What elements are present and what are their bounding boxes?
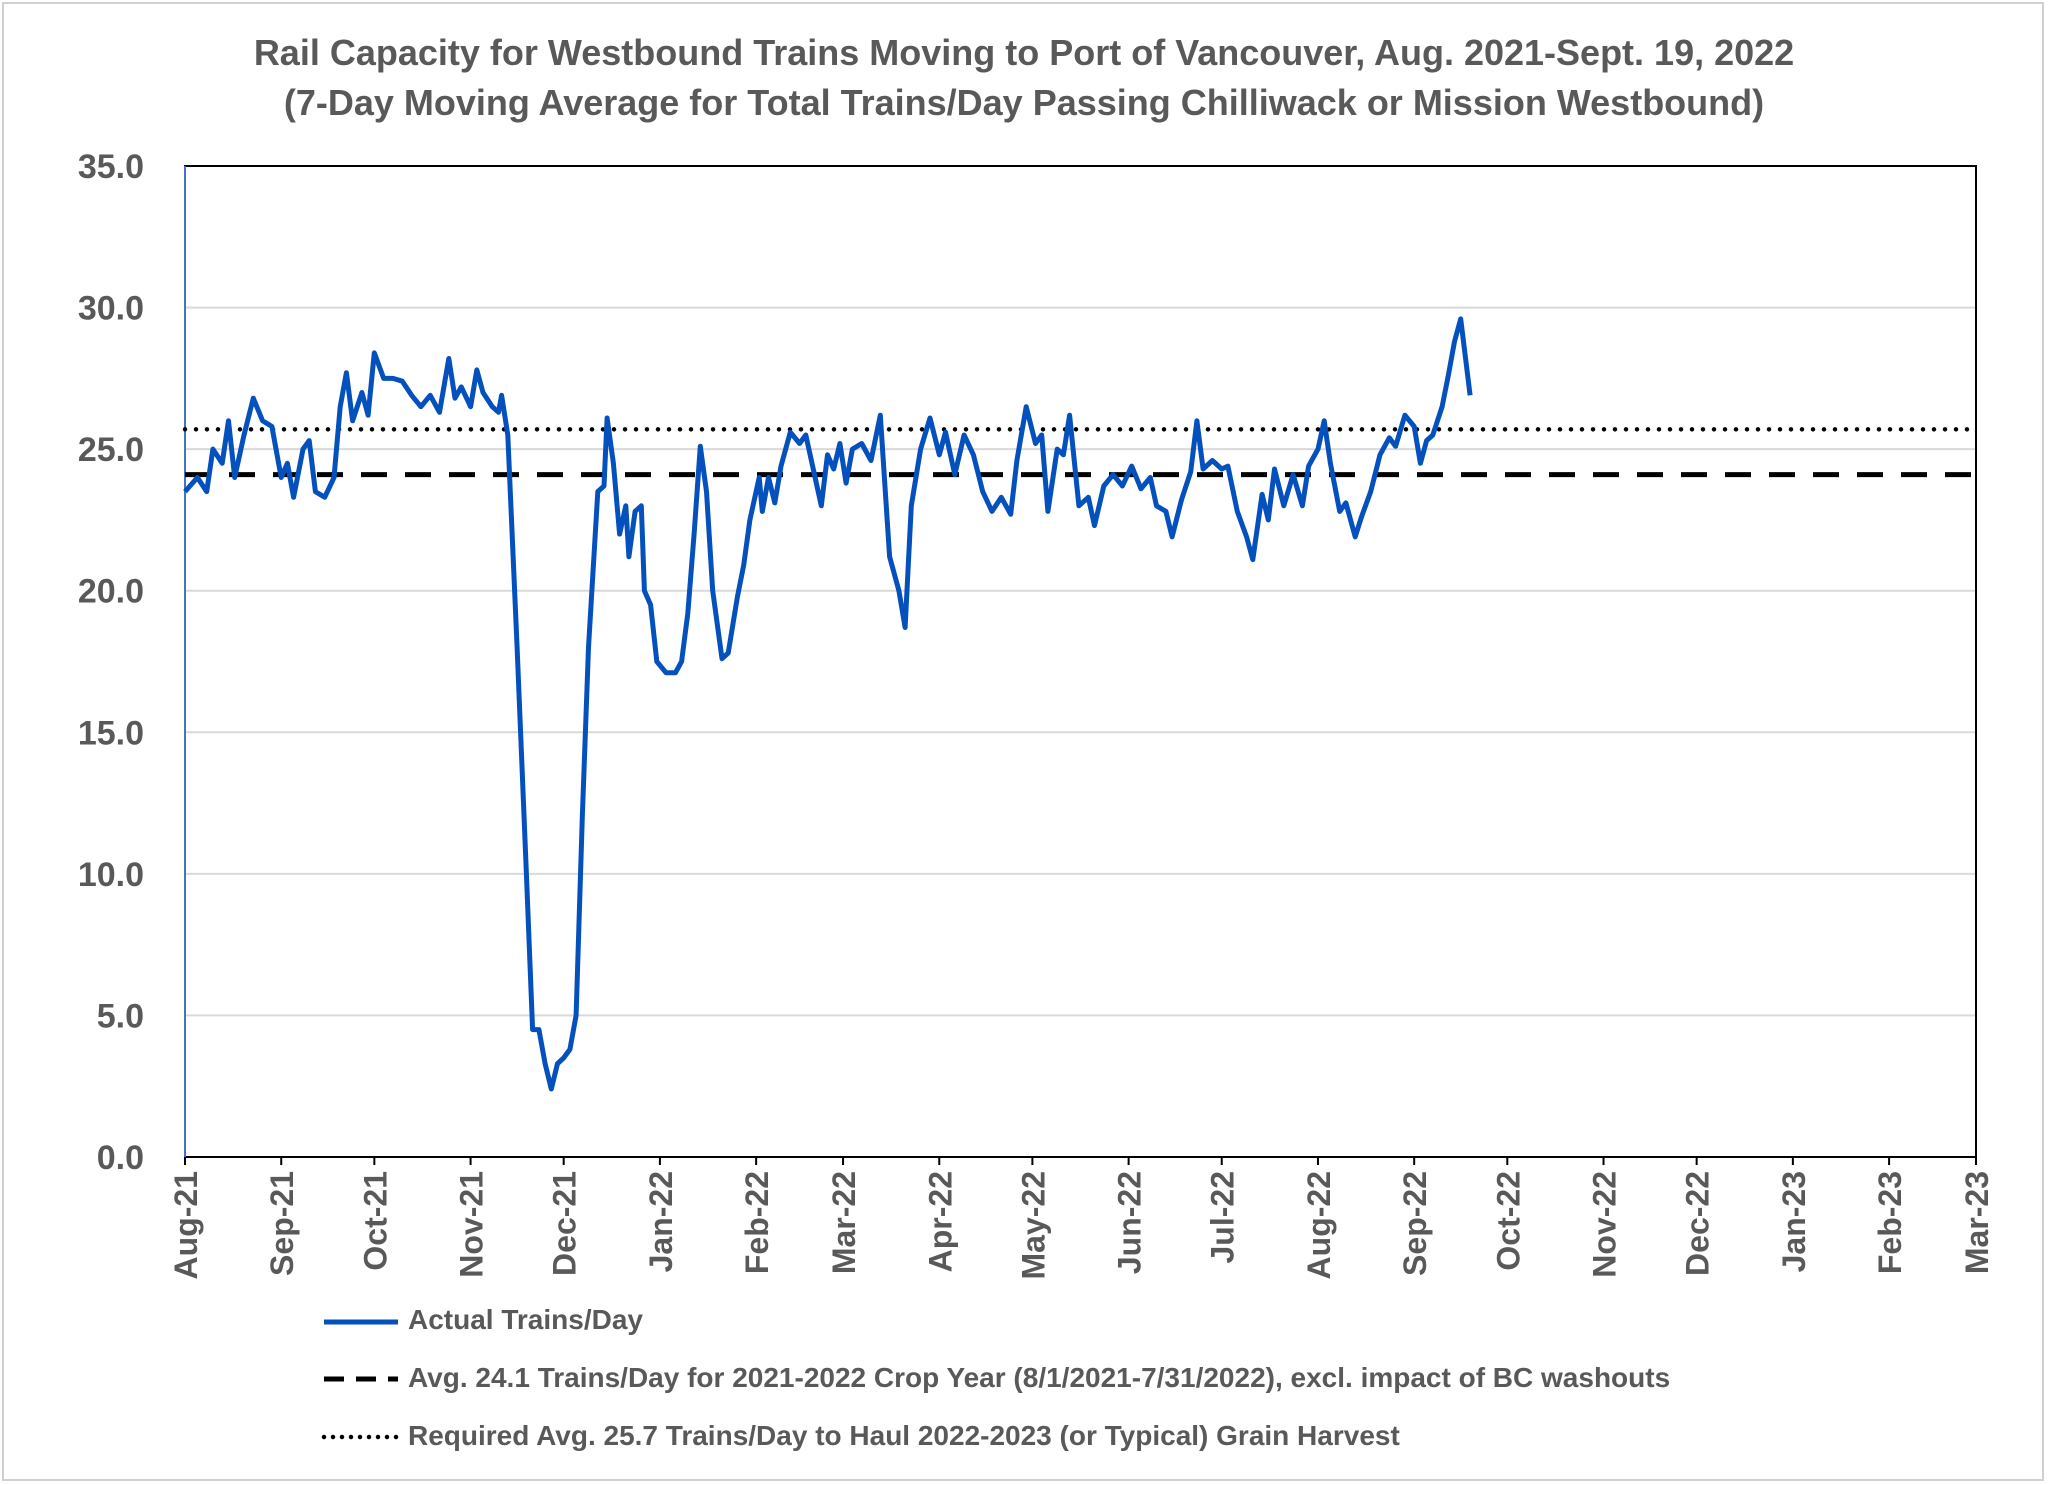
x-tick-label: Jul-22 <box>1205 1171 1241 1263</box>
actual-trains-line <box>183 316 1473 1092</box>
x-tick-label: Feb-22 <box>739 1171 775 1274</box>
x-tick-label: Mar-23 <box>1959 1171 1995 1274</box>
legend-label-required: Required Avg. 25.7 Trains/Day to Haul 20… <box>408 1420 1400 1451</box>
y-tick-label: 25.0 <box>78 431 144 469</box>
x-tick-label: Jan-22 <box>643 1171 679 1272</box>
x-tick-label: Feb-23 <box>1872 1171 1908 1274</box>
x-tick-label: May-22 <box>1015 1171 1051 1280</box>
x-tick-label: Nov-21 <box>454 1171 490 1278</box>
x-tick-label: Aug-22 <box>1301 1171 1337 1279</box>
plot-area-border <box>184 165 1977 1158</box>
y-tick-label: 30.0 <box>78 290 144 328</box>
x-tick-label: Mar-22 <box>826 1171 862 1274</box>
legend-label-avg: Avg. 24.1 Trains/Day for 2021-2022 Crop … <box>408 1362 1671 1393</box>
y-tick-label: 20.0 <box>78 573 144 611</box>
chart-title: Rail Capacity for Westbound Trains Movin… <box>253 32 1795 73</box>
legend-label-actual: Actual Trains/Day <box>408 1304 643 1335</box>
x-tick-label: Sep-22 <box>1397 1171 1433 1276</box>
x-tick-label: Jun-22 <box>1112 1171 1148 1274</box>
x-tick-label: Nov-22 <box>1587 1171 1623 1278</box>
y-tick-label: 0.0 <box>97 1139 144 1177</box>
x-tick-label: Oct-22 <box>1490 1171 1526 1271</box>
y-tick-label: 5.0 <box>97 997 144 1035</box>
y-tick-label: 10.0 <box>78 856 144 894</box>
x-tick-label: Apr-22 <box>922 1171 958 1272</box>
x-tick-label: Sep-21 <box>264 1171 300 1276</box>
y-tick-label: 35.0 <box>78 148 144 186</box>
x-tick-label: Jan-23 <box>1776 1171 1812 1272</box>
chart-subtitle: (7-Day Moving Average for Total Trains/D… <box>283 82 1765 123</box>
x-tick-label: Aug-21 <box>168 1171 204 1279</box>
x-tick-label: Dec-22 <box>1680 1171 1716 1276</box>
x-tick-label: Oct-21 <box>357 1171 393 1271</box>
y-tick-label: 15.0 <box>78 714 144 752</box>
x-tick-label: Dec-21 <box>547 1171 583 1276</box>
